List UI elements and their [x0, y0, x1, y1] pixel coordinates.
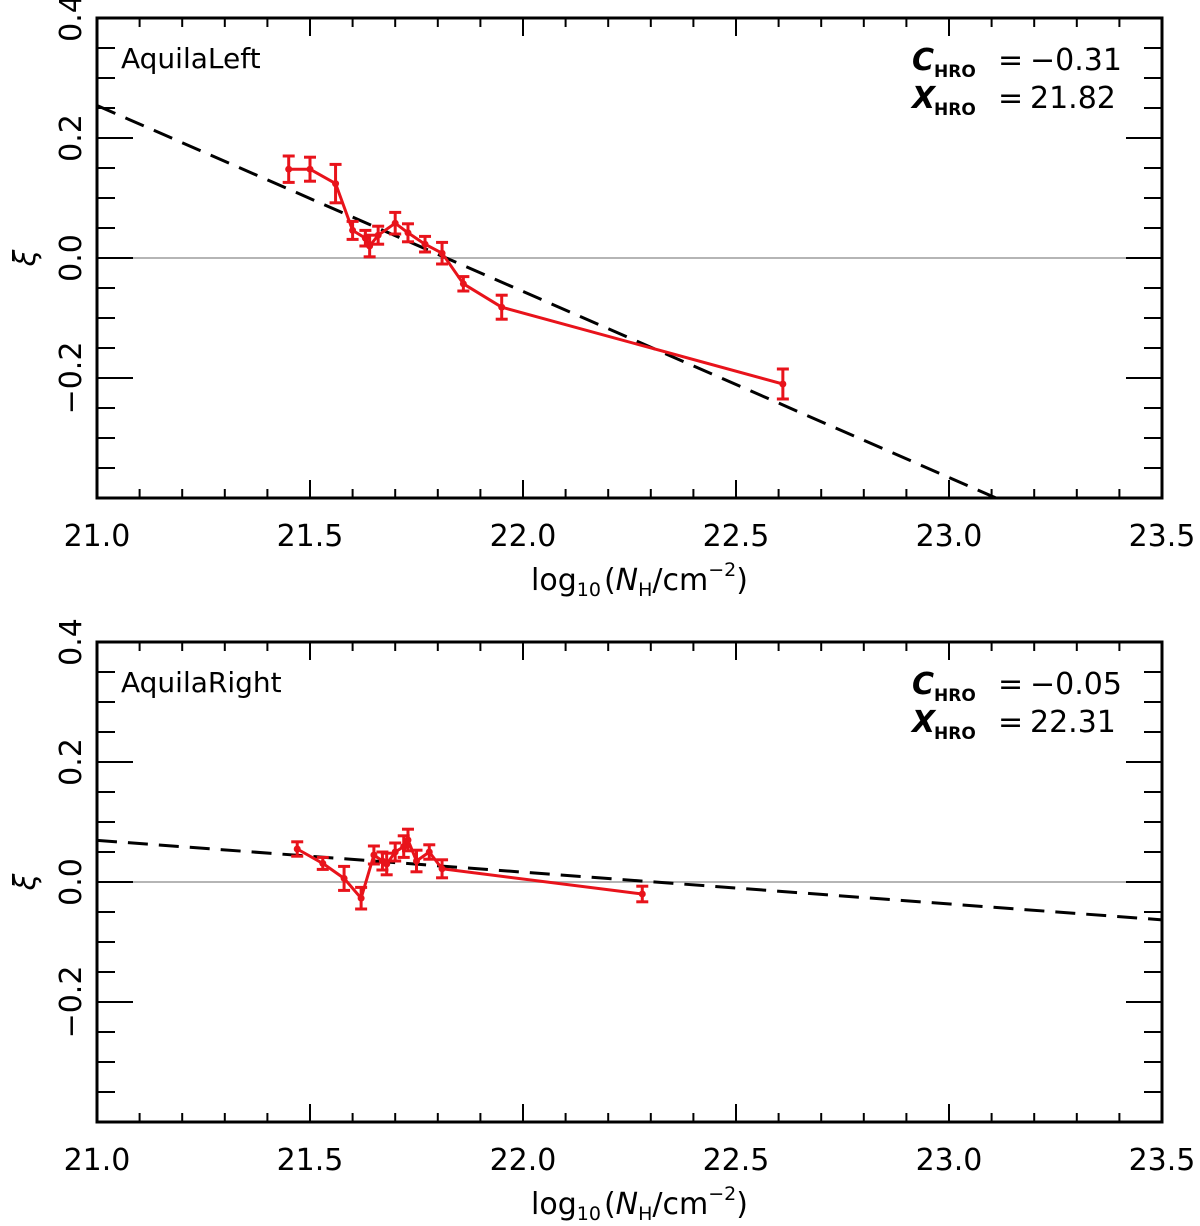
aquila-right-x-axis-title-open: ( [604, 1187, 616, 1222]
aquila-right-annotation-symbol: C [912, 667, 934, 702]
aquila-left-data-point [779, 380, 787, 388]
aquila-right-x-axis-title-base: log [531, 1187, 577, 1222]
aquila-left-data-point [332, 180, 340, 188]
aquila-right-data-point [340, 874, 348, 882]
aquila-right-data-point [413, 857, 420, 865]
aquila-right-y-tick-label: 0.0 [54, 858, 89, 906]
aquila-right-annotation-value: 22.31 [1030, 705, 1116, 740]
aquila-left-annotation-value: 21.82 [1030, 81, 1116, 116]
panel-aquila-right: 21.0 21.5 22.0 22.5 23.0 23.5 0.4 0.2 0.0 −0.2 ξ lo… [8, 618, 1195, 1225]
aquila-left-annotation-subscript: HRO [934, 100, 976, 120]
aquila-right-x-tick-label: 22.0 [490, 1143, 557, 1178]
aquila-left-x-axis-title-base-sub: 10 [577, 579, 601, 601]
aquila-right-data-point [383, 860, 391, 868]
aquila-right-data-point [370, 851, 378, 859]
aquila-right-panel-label: AquilaRight [121, 666, 282, 699]
aquila-right-y-tick-label: 0.2 [54, 738, 89, 786]
aquila-left-data-point [374, 231, 382, 239]
aquila-left-data-point [421, 240, 429, 248]
aquila-right-y-tick-label: −0.2 [54, 966, 89, 1039]
aquila-left-annotation-symbol: X [910, 81, 937, 116]
aquila-left-data-point [285, 165, 293, 173]
aquila-left-annotation-symbol: C [912, 43, 934, 78]
aquila-left-x-tick-label: 23.0 [916, 519, 983, 554]
aquila-left-data-point [459, 280, 467, 288]
aquila-left-x-axis-title-N: N [616, 563, 638, 598]
aquila-right-x-axis-title-base-sub: 10 [577, 1203, 601, 1225]
aquila-left-y-tick-label: 0.0 [54, 234, 89, 282]
aquila-right-x-tick-label: 21.5 [277, 1143, 344, 1178]
aquila-left-data-point [404, 229, 412, 237]
aquila-right-x-axis-title-slash-unit: /cm [652, 1187, 708, 1222]
aquila-left-x-tick-label: 22.5 [703, 519, 770, 554]
aquila-right-data-point [357, 894, 365, 902]
aquila-right-annotation-value: −0.05 [1030, 667, 1122, 702]
aquila-left-x-tick-label: 23.5 [1129, 519, 1196, 554]
aquila-right-data-point [638, 890, 646, 898]
aquila-right-data-point [425, 848, 433, 856]
aquila-right-data-point [293, 845, 301, 853]
aquila-right-fit-line [97, 838, 1162, 922]
panel-aquila-left: 21.0 21.5 22.0 22.5 23.0 23.5 0.4 0.2 0.0 −0.2 ξ lo… [8, 0, 1195, 601]
aquila-right-x-axis-title-close: ) [736, 1187, 748, 1222]
aquila-left-annotation-equals: = [998, 81, 1023, 116]
aquila-right-x-axis-title-N-sub: H [638, 1203, 652, 1225]
aquila-left-x-axis-title-close: ) [736, 563, 748, 598]
aquila-right-data-point [391, 848, 399, 856]
aquila-left-x-tick-label: 22.0 [490, 519, 557, 554]
aquila-left-x-axis-title-slash-unit: /cm [652, 563, 708, 598]
aquila-right-annotation-equals: = [998, 667, 1023, 702]
aquila-right-x-tick-label: 23.0 [916, 1143, 983, 1178]
aquila-right-annotation-c-hro: C HRO = −0.05 [912, 667, 1122, 706]
aquila-left-fit-line [97, 104, 1000, 498]
aquila-left-annotation-equals: = [998, 43, 1023, 78]
aquila-right-data-point [438, 865, 446, 873]
aquila-right-data-point [319, 859, 327, 867]
aquila-right-x-tick-label: 22.5 [703, 1143, 770, 1178]
aquila-right-annotation-subscript: HRO [934, 724, 976, 744]
aquila-left-y-axis-title: ξ [8, 249, 43, 267]
aquila-left-data-point [366, 242, 374, 250]
aquila-left-panel-label: AquilaLeft [121, 42, 261, 75]
aquila-right-annotation-symbol: X [910, 705, 937, 740]
aquila-left-data-point [498, 303, 506, 311]
aquila-left-x-axis-title-N-sub: H [638, 579, 652, 601]
aquila-left-data-point [306, 165, 314, 173]
aquila-left-data-point [438, 249, 446, 257]
aquila-left-x-axis-title-base: log [531, 563, 577, 598]
aquila-left-x-tick-label: 21.5 [277, 519, 344, 554]
aquila-left-annotation-value: −0.31 [1030, 43, 1122, 78]
aquila-left-series-line [288, 167, 784, 386]
aquila-right-data-point [400, 843, 408, 851]
aquila-left-annotation-c-hro: C HRO = −0.31 [912, 43, 1122, 82]
aquila-left-x-axis-title-open: ( [604, 563, 616, 598]
aquila-right-data-point [404, 836, 412, 844]
aquila-left-data-point [349, 226, 357, 234]
aquila-right-x-tick-label: 21.0 [64, 1143, 131, 1178]
aquila-right-annotation-subscript: HRO [934, 686, 976, 706]
aquila-left-y-tick-label: −0.2 [54, 342, 89, 415]
aquila-right-x-axis-title: log10 (NH/cm−2) [531, 1183, 748, 1225]
aquila-left-x-tick-label: 21.0 [64, 519, 131, 554]
aquila-right-x-axis-title-exp: −2 [708, 1183, 736, 1205]
aquila-left-x-axis-title-exp: −2 [708, 559, 736, 581]
aquila-left-y-tick-label: 0.2 [54, 114, 89, 162]
aquila-right-y-axis-title: ξ [8, 873, 43, 891]
aquila-left-y-tick-label: 0.4 [54, 0, 89, 42]
aquila-left-x-axis-title: log10 (NH/cm−2) [531, 559, 748, 601]
aquila-right-x-tick-label: 23.5 [1129, 1143, 1196, 1178]
aquila-right-x-axis-title-N: N [616, 1187, 638, 1222]
aquila-right-y-tick-label: 0.4 [54, 618, 89, 666]
aquila-left-annotation-subscript: HRO [934, 62, 976, 82]
aquila-right-annotation-equals: = [998, 705, 1023, 740]
aquila-left-data-point [391, 219, 399, 227]
